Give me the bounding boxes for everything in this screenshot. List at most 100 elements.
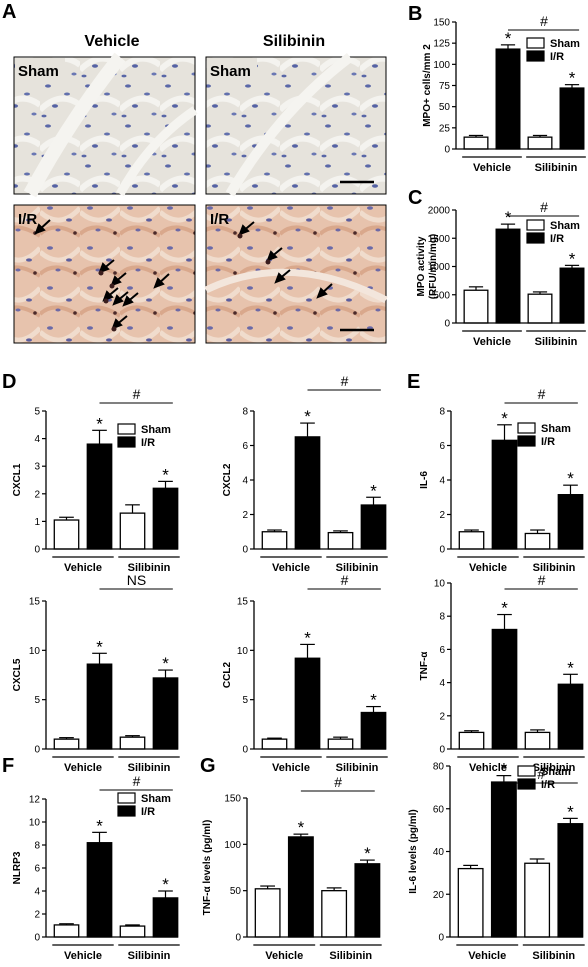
chart-b: 0 25 50 75 100 125 150 MPO+ cells/mm 2 * * Vehicle…: [422, 13, 586, 174]
group-label-vehicle: Vehicle: [272, 762, 310, 774]
y-tick-label: 6: [439, 645, 445, 656]
legend-swatch: [526, 232, 545, 244]
legend-label: I/R: [550, 51, 564, 63]
y-tick-label: 0: [34, 545, 40, 556]
y-tick-label: 0: [242, 545, 248, 556]
significance-star: *: [162, 875, 169, 894]
bar-ir: [495, 228, 521, 324]
significance-star: *: [505, 29, 512, 48]
y-axis-label: TNF-α: [419, 651, 430, 681]
y-axis-label: NLRP3: [12, 851, 23, 884]
bar-sham: [458, 531, 485, 550]
significance-star: *: [162, 654, 169, 673]
significance-star: *: [569, 69, 576, 88]
bar-ir: [287, 836, 314, 938]
y-axis-label: CXCL2: [222, 463, 233, 496]
y-tick-label: 0: [235, 933, 241, 944]
y-tick-label: 150: [224, 794, 241, 805]
legend-swatch: [117, 423, 136, 435]
y-tick-label: 6: [242, 441, 248, 452]
y-tick-label: 1: [34, 517, 40, 528]
neutrophil-arrows-silibinin: [237, 221, 333, 299]
micrograph-column-vehicle: Vehicle: [84, 33, 139, 50]
group-label-silibinin: Silibinin: [533, 762, 576, 774]
y-tick-label: 6: [34, 864, 40, 875]
y-tick-label: 0: [439, 545, 445, 556]
chart-d3: 0 5 10 15 CXCL5 * * Vehicle Silibinin NS: [12, 572, 180, 774]
y-tick-label: 15: [29, 597, 41, 608]
significance-star: *: [567, 469, 574, 488]
y-tick-label: 25: [439, 123, 451, 134]
legend-swatch: [117, 436, 136, 448]
legend-label: I/R: [541, 779, 555, 791]
y-tick-label: 10: [29, 646, 41, 657]
bar-ir: [490, 781, 517, 938]
chart-e2: 0 2 4 6 8 10 TNF-α * * Vehicle Silibinin #: [419, 572, 585, 774]
group-label-silibinin: Silibinin: [535, 336, 578, 348]
y-tick-label: 12: [29, 795, 41, 806]
significance-star: *: [162, 465, 169, 484]
y-tick-label: 100: [224, 840, 241, 851]
group-label-silibinin: Silibinin: [535, 162, 578, 174]
bar-sham: [527, 293, 553, 324]
comparison-label: #: [133, 386, 141, 402]
panel-letter-e: E: [407, 371, 420, 393]
y-tick-label: 0: [242, 745, 248, 756]
y-tick-label: 10: [434, 579, 446, 590]
bar-sham: [524, 862, 551, 938]
group-label-vehicle: Vehicle: [473, 162, 511, 174]
comparison-label: #: [537, 766, 545, 782]
bar-ir: [354, 863, 381, 938]
bar-ir: [557, 494, 584, 550]
bar-ir: [86, 443, 113, 550]
y-axis-label: CXCL1: [12, 463, 23, 496]
y-tick-label: 6: [439, 441, 445, 452]
bar-sham: [261, 531, 288, 550]
legend-label: Sham: [141, 424, 171, 436]
y-tick-label: 2: [34, 910, 40, 921]
y-tick-label: 40: [433, 847, 445, 858]
y-tick-label: 1000: [428, 262, 451, 273]
y-tick-label: 8: [242, 407, 248, 418]
y-tick-label: 50: [439, 102, 451, 113]
bar-sham: [53, 738, 80, 750]
bar-sham: [463, 136, 489, 150]
micrograph-vehicle-ir: [13, 204, 196, 344]
y-tick-label: 0: [34, 745, 40, 756]
y-tick-label: 0: [439, 745, 445, 756]
significance-star: *: [96, 816, 103, 835]
group-label-silibinin: Silibinin: [128, 950, 171, 962]
micrograph-row-ir-2: I/R: [210, 211, 229, 228]
bar-sham: [53, 519, 80, 550]
significance-star: *: [567, 802, 574, 821]
y-tick-label: 8: [34, 841, 40, 852]
group-label-vehicle: Vehicle: [64, 762, 102, 774]
significance-star: *: [96, 414, 103, 433]
bar-ir: [491, 628, 518, 750]
significance-star: *: [370, 691, 377, 710]
significance-star: *: [298, 818, 305, 837]
y-tick-label: 0: [444, 145, 450, 156]
chart-d4: 0 5 10 15 CCL2 * * Vehicle Silibinin #: [222, 572, 388, 774]
comparison-label: #: [540, 199, 548, 215]
comparison-label: #: [334, 774, 342, 790]
y-tick-label: 15: [237, 597, 249, 608]
panel-letter-c: C: [408, 187, 422, 209]
micrograph-row-ir: I/R: [18, 211, 37, 228]
chart-d2: 0 2 4 6 8 CXCL2 * * Vehicle Silibinin #: [222, 373, 388, 574]
micrograph-row-sham: Sham: [18, 63, 59, 80]
bar-sham: [327, 531, 354, 550]
legend-label: I/R: [141, 437, 155, 449]
y-tick-label: 5: [242, 695, 248, 706]
y-tick-label: 2: [242, 510, 248, 521]
micrograph-vehicle-sham: [13, 52, 198, 198]
legend-label: I/R: [541, 436, 555, 448]
y-tick-label: 0: [34, 933, 40, 944]
bar-ir: [294, 657, 321, 750]
legend-label: I/R: [141, 806, 155, 818]
significance-star: *: [505, 208, 512, 227]
panel-letter-b: B: [408, 3, 422, 25]
bar-ir: [559, 87, 585, 150]
